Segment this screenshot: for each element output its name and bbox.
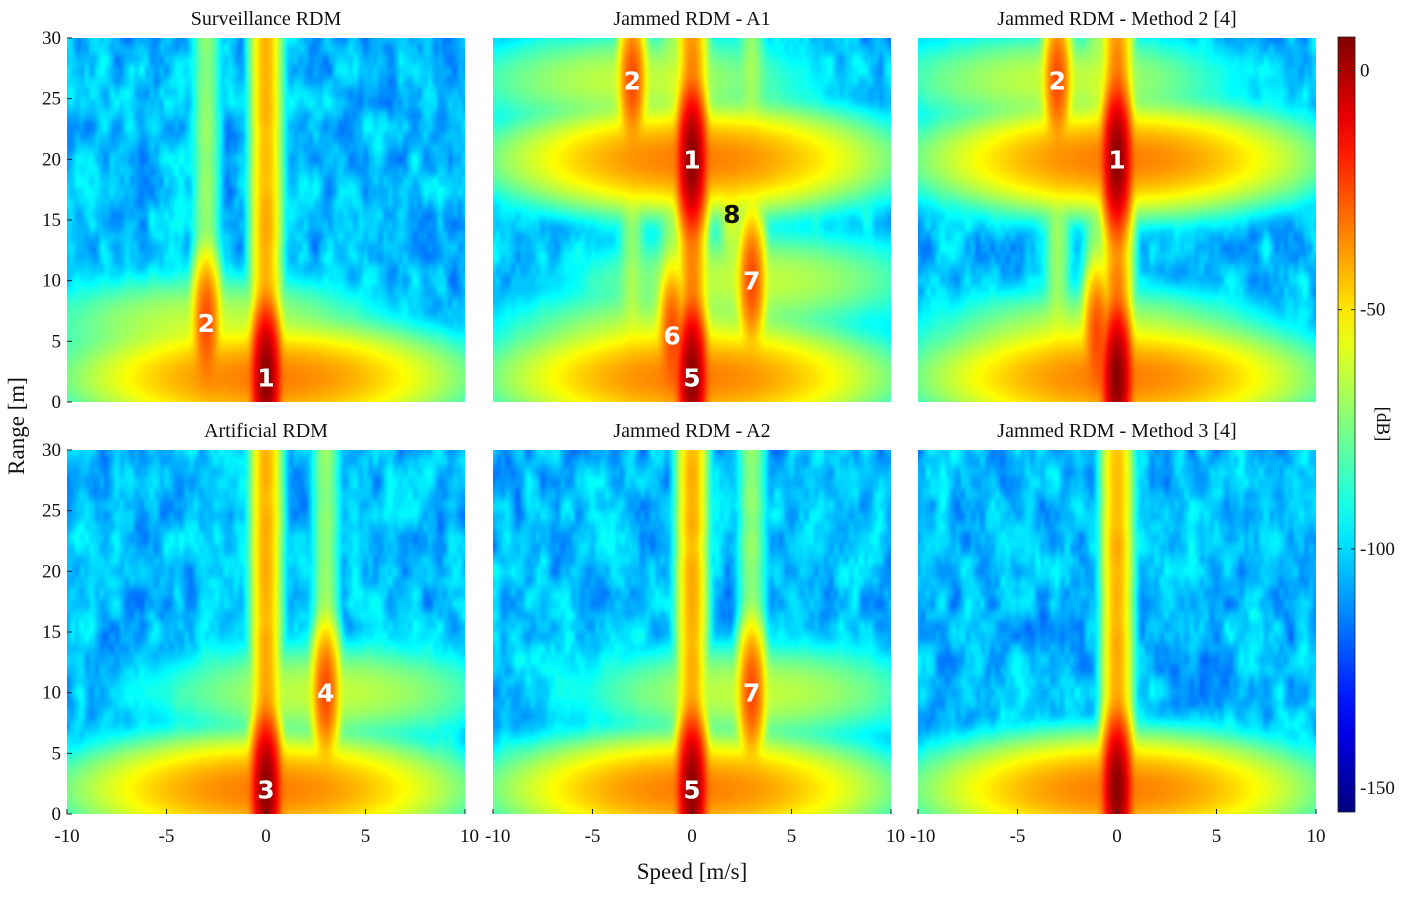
y-tick-label: 10	[42, 271, 61, 292]
rdm-panel: Jammed RDM - Method 2 [4] 1 2	[918, 8, 1316, 402]
target-label: 3	[257, 776, 274, 805]
target-label: 5	[683, 364, 700, 393]
y-tick-label: 5	[52, 743, 62, 764]
y-tick-label: 10	[42, 683, 61, 704]
y-tick-label: 15	[42, 210, 61, 231]
y-tick-label: 20	[42, 561, 61, 582]
rdm-heatmap	[918, 38, 1316, 402]
x-tick-label: 5	[361, 826, 371, 847]
y-tick-label: 25	[42, 501, 61, 522]
target-label: 7	[743, 267, 760, 296]
target-label: 5	[683, 776, 700, 805]
colorbar: 0 -50 -100 -150 [dB]	[1337, 36, 1395, 813]
target-label: 2	[198, 309, 215, 338]
rdm-panel: Jammed RDM - A1 1 2 56 7 8	[493, 8, 891, 402]
rdm-heatmap	[67, 450, 465, 814]
panel-title: Jammed RDM - A2	[613, 420, 770, 442]
y-tick-label: 0	[52, 392, 62, 413]
x-tick-label: 5	[1212, 826, 1222, 847]
panel-title: Jammed RDM - Method 2 [4]	[997, 8, 1236, 30]
y-tick-label: 0	[52, 804, 62, 825]
panel-title: Jammed RDM - A1	[613, 8, 770, 30]
target-label: 4	[317, 679, 334, 708]
colorbar-tick-label: -150	[1360, 778, 1395, 799]
x-tick-label: -5	[159, 826, 175, 847]
x-tick-label: 10	[1307, 826, 1326, 847]
target-label: 2	[624, 66, 641, 95]
rdm-heatmap	[67, 38, 465, 402]
y-axis-label: Range [m]	[4, 377, 29, 475]
panel-title: Artificial RDM	[204, 420, 328, 442]
target-label: 8	[723, 200, 740, 229]
x-tick-label: 0	[1112, 826, 1122, 847]
x-tick-label: -10	[910, 826, 935, 847]
x-tick-label: -10	[54, 826, 79, 847]
rdm-heatmap	[918, 450, 1316, 814]
target-label: 6	[663, 321, 680, 350]
y-tick-label: 30	[42, 28, 61, 49]
colorbar-tick-label: -50	[1360, 300, 1385, 321]
target-label: 7	[743, 679, 760, 708]
target-label: 1	[257, 364, 274, 393]
y-tick-label: 30	[42, 440, 61, 461]
x-tick-label: -5	[585, 826, 601, 847]
rdm-panel: Jammed RDM - A2 5 7 -10 -5 0 5 10	[485, 420, 905, 847]
target-label: 1	[683, 145, 700, 174]
y-tick-label: 25	[42, 89, 61, 110]
x-tick-label: 5	[787, 826, 797, 847]
colorbar-tick-label: -100	[1360, 539, 1395, 560]
x-tick-label: 10	[460, 826, 479, 847]
target-label: 2	[1049, 66, 1066, 95]
x-tick-label: 10	[886, 826, 905, 847]
x-tick-label: 0	[687, 826, 697, 847]
panel-title: Jammed RDM - Method 3 [4]	[997, 420, 1236, 442]
rdm-panel: Artificial RDM 3 4 0 5 10 15 20 25 30 -10 -5 0 5 10	[42, 420, 479, 847]
x-tick-label: -10	[485, 826, 510, 847]
rdm-heatmap	[493, 38, 891, 402]
colorbar-gradient	[1337, 36, 1356, 813]
x-tick-label: 0	[261, 826, 271, 847]
x-tick-label: -5	[1010, 826, 1026, 847]
rdm-panel: Jammed RDM - Method 3 [4] -10 -5 0 5 10	[910, 420, 1326, 847]
y-tick-label: 20	[42, 149, 61, 170]
colorbar-tick-label: 0	[1360, 60, 1370, 81]
colorbar-label: [dB]	[1372, 407, 1393, 442]
x-axis-label: Speed [m/s]	[637, 859, 748, 884]
rdm-heatmap	[493, 450, 891, 814]
panel-title: Surveillance RDM	[191, 8, 342, 30]
y-tick-label: 15	[42, 622, 61, 643]
y-tick-label: 5	[52, 331, 62, 352]
target-label: 1	[1108, 145, 1125, 174]
